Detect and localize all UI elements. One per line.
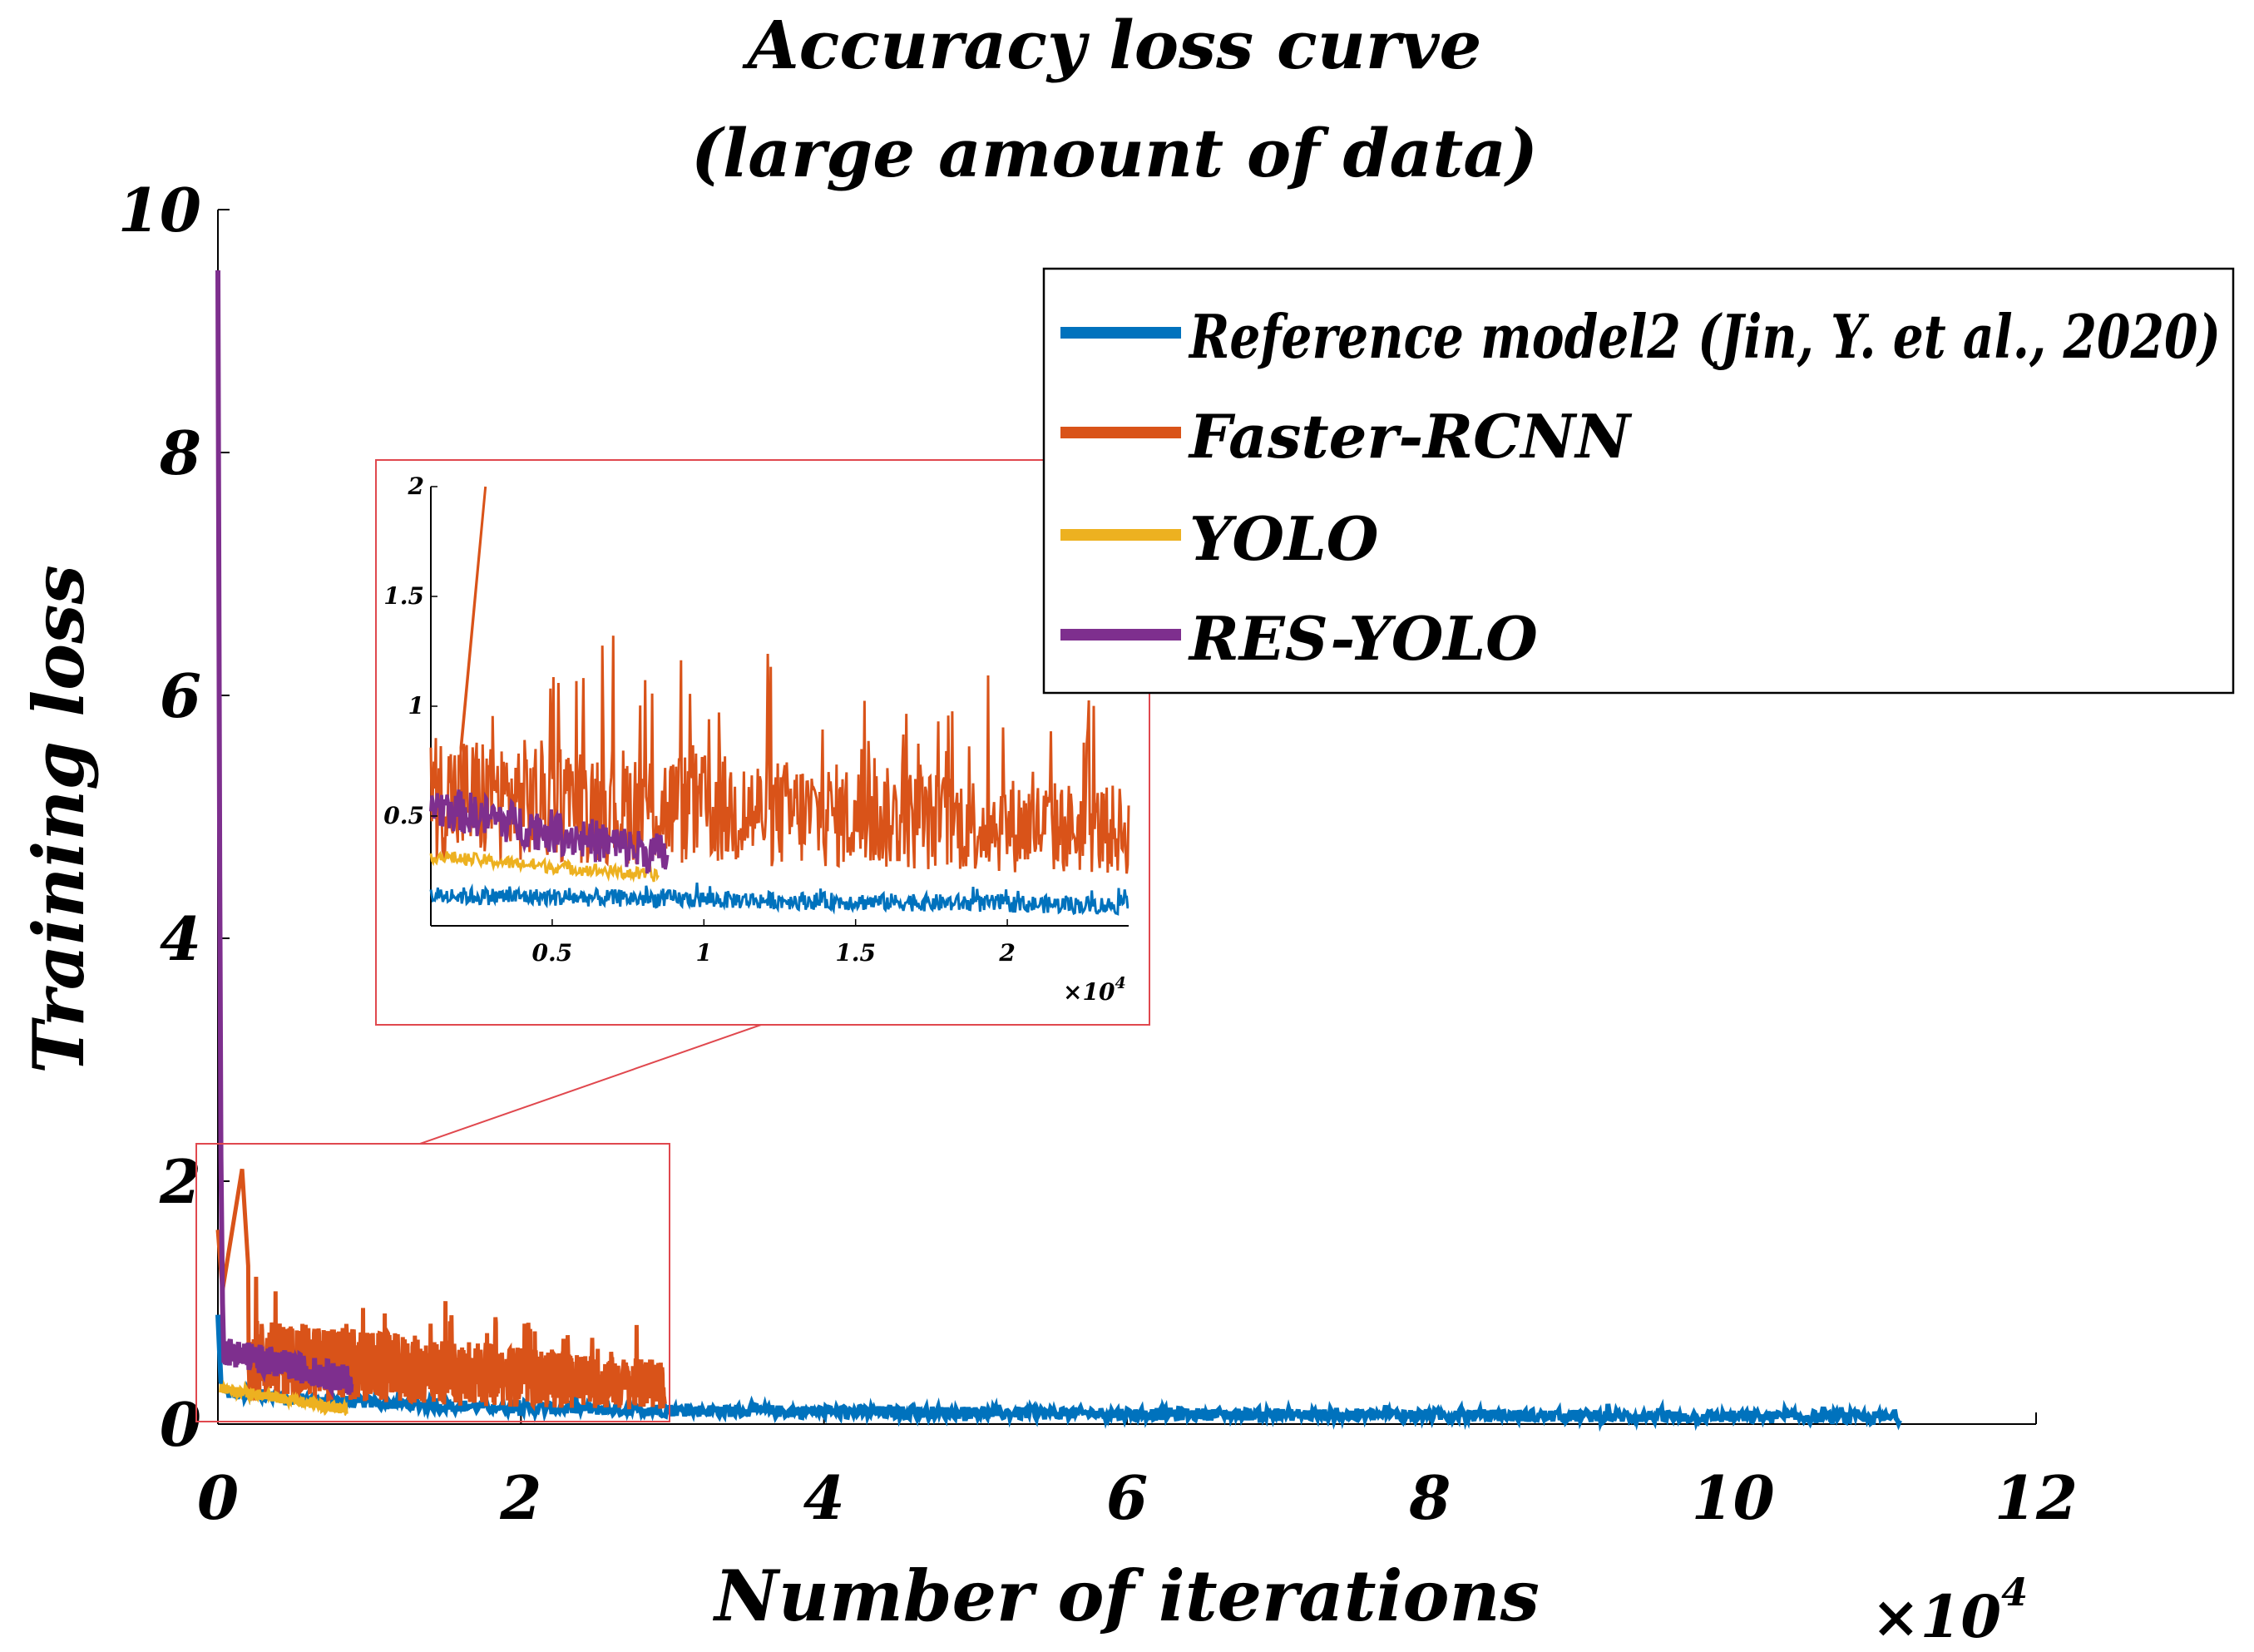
inset-y-tick-label: 1.5 xyxy=(383,582,424,610)
x-axis-exponent: ×104 xyxy=(1871,1570,2028,1651)
inset-series-yolo xyxy=(429,850,660,883)
legend-label-reference: Reference model2 (Jin, Y. et al., 2020) xyxy=(1188,301,2221,372)
y-tick-label: 0 xyxy=(160,1389,201,1460)
inset-series-reference-model2 xyxy=(429,882,1129,916)
inset-y-ticks: 0.5 1 1.5 2 xyxy=(383,472,437,829)
x-tick-label: 6 xyxy=(1106,1462,1148,1533)
inset-zoom-plot: 0.5 1 1.5 2 0.5 1 1.5 2 ×104 xyxy=(375,459,1150,1026)
x-tick-label: 10 xyxy=(1692,1462,1775,1533)
y-tick-label: 8 xyxy=(159,418,201,488)
legend-box xyxy=(1042,267,2235,695)
inset-x-tick-label: 1 xyxy=(696,939,712,967)
y-tick-label: 10 xyxy=(118,175,201,245)
chart-title: Accuracy loss curve (large amount of dat… xyxy=(691,6,1538,192)
inset-y-tick-label: 2 xyxy=(408,472,424,500)
series-res-yolo xyxy=(215,270,354,1400)
x-ticks: 0 2 4 6 8 10 12 xyxy=(197,1412,2078,1533)
series-faster-rcnn xyxy=(215,1169,667,1412)
zoom-source-box xyxy=(195,1143,670,1422)
x-tick-label: 0 xyxy=(197,1462,239,1533)
y-tick-label: 2 xyxy=(159,1146,201,1217)
y-tick-label: 6 xyxy=(160,660,201,731)
inset-x-tick-label: 0.5 xyxy=(532,939,573,967)
legend-item-faster-rcnn: Faster-RCNN xyxy=(1060,401,1633,472)
legend-label-yolo: YOLO xyxy=(1189,503,1379,574)
main-series xyxy=(215,270,1902,1432)
legend-item-yolo: YOLO xyxy=(1060,503,1379,574)
y-tick-label: 4 xyxy=(160,903,201,974)
inset-y-tick-label: 1 xyxy=(408,692,424,720)
x-tick-label: 8 xyxy=(1408,1462,1451,1533)
x-tick-label: 4 xyxy=(803,1462,845,1533)
y-ticks: 0 2 4 6 8 10 xyxy=(118,175,230,1460)
inset-series xyxy=(429,486,1130,916)
inset-y-tick-label: 0.5 xyxy=(383,802,424,829)
x-tick-label: 2 xyxy=(499,1462,541,1533)
inset-frame xyxy=(375,459,1150,1026)
inset-exponent-power: 4 xyxy=(1115,974,1125,992)
legend-label-faster-rcnn: Faster-RCNN xyxy=(1188,401,1633,472)
y-axis-label: Training loss xyxy=(17,565,100,1074)
series-yolo xyxy=(219,1379,348,1417)
x-tick-label: 12 xyxy=(1994,1462,2078,1533)
x-exponent-base: ×10 xyxy=(1871,1582,2001,1651)
legend-item-reference: Reference model2 (Jin, Y. et al., 2020) xyxy=(1060,301,2221,372)
legend: Reference model2 (Jin, Y. et al., 2020) … xyxy=(1042,267,2235,695)
legend-item-res-yolo: RES-YOLO xyxy=(1060,603,1538,674)
x-exponent-power: 4 xyxy=(2001,1570,2028,1615)
x-axis-label: Number of iterations xyxy=(712,1555,1540,1637)
inset-series-res-yolo xyxy=(429,789,670,874)
inset-x-exponent: ×104 xyxy=(1063,974,1126,1006)
inset-x-tick-label: 2 xyxy=(998,939,1015,967)
title-line-2: (large amount of data) xyxy=(691,114,1538,192)
zoom-connector-lower xyxy=(419,1024,762,1145)
inset-exponent-base: ×10 xyxy=(1063,978,1115,1006)
legend-label-res-yolo: RES-YOLO xyxy=(1188,603,1538,674)
inset-x-tick-label: 1.5 xyxy=(835,939,876,967)
inset-x-ticks: 0.5 1 1.5 2 xyxy=(532,919,1016,967)
title-line-1: Accuracy loss curve xyxy=(742,6,1482,84)
